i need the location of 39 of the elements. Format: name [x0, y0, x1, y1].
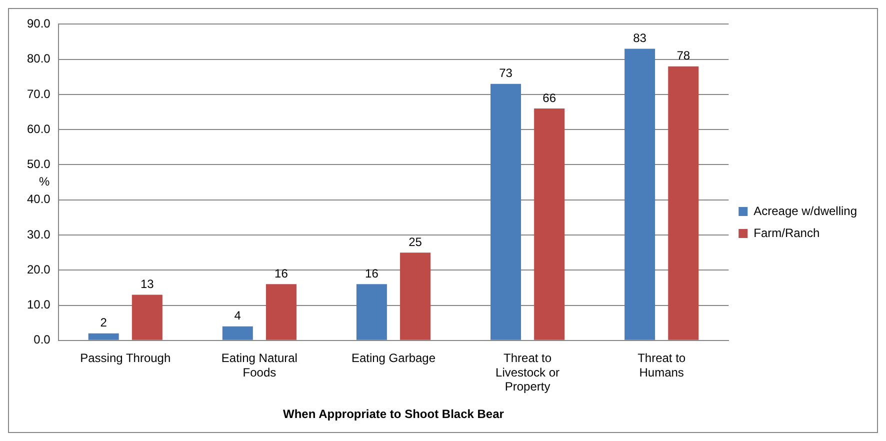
- bar: [266, 284, 296, 340]
- y-tick-label: 80.0: [26, 52, 51, 66]
- legend-label: Acreage w/dwelling: [754, 204, 857, 218]
- y-tick-label: 30.0: [26, 227, 51, 242]
- bar: [88, 333, 119, 340]
- bar: [356, 284, 387, 340]
- bar: [132, 294, 162, 340]
- data-label: 66: [542, 90, 556, 105]
- data-label: 13: [140, 277, 154, 292]
- y-tick-label: 40.0: [26, 192, 51, 206]
- bar: [490, 84, 521, 340]
- data-label: 73: [499, 66, 513, 80]
- y-tick-label: 90.0: [26, 16, 51, 31]
- data-label: 25: [408, 234, 422, 249]
- y-tick-label: 60.0: [26, 122, 51, 136]
- data-label: 2: [100, 316, 108, 330]
- bar: [534, 108, 565, 340]
- x-tick-label: Threat to Humans: [638, 350, 686, 380]
- x-tick-label: Threat to Livestock or Property: [496, 350, 560, 394]
- y-tick-label: 70.0: [26, 86, 51, 101]
- bar: [668, 66, 699, 340]
- x-tick-label: Eating Natural Foods: [221, 350, 298, 380]
- x-axis-title: When Appropriate to Shoot Black Bear: [283, 407, 504, 422]
- bar: [222, 326, 253, 340]
- bar: [624, 48, 656, 340]
- bar: [400, 252, 431, 340]
- data-label: 78: [676, 48, 690, 63]
- data-label: 83: [633, 31, 647, 46]
- y-axis-title: %: [39, 174, 50, 189]
- x-tick-label: Eating Garbage: [351, 350, 436, 365]
- y-tick-label: 0.0: [34, 332, 51, 347]
- y-tick-label: 20.0: [26, 262, 51, 276]
- data-label: 16: [274, 266, 288, 280]
- y-tick-label: 10.0: [26, 298, 51, 312]
- data-label: 4: [234, 308, 242, 323]
- legend-label: Farm/Ranch: [754, 226, 820, 240]
- y-tick-label: 50.0: [26, 157, 51, 172]
- data-label: 16: [365, 266, 379, 280]
- x-tick-label: Passing Through: [80, 350, 171, 365]
